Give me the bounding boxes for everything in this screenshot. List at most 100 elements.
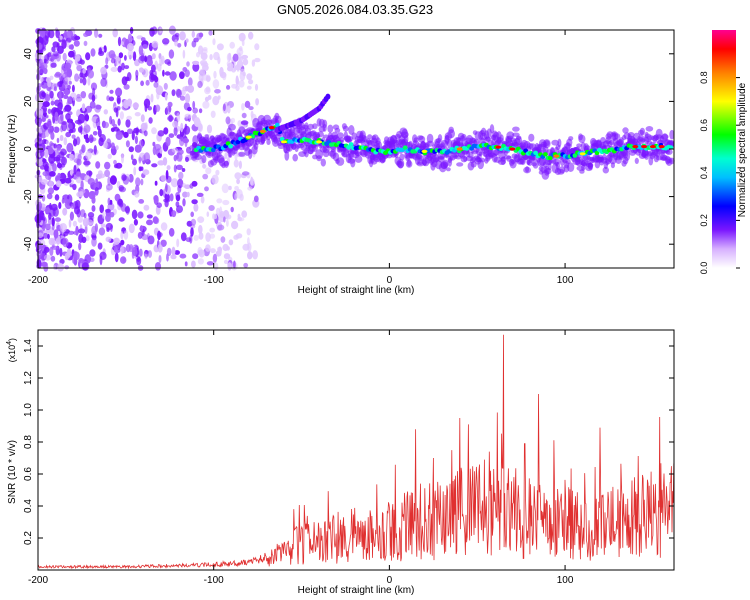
spectrogram-noise-blob — [229, 41, 235, 49]
spectrogram-noise-blob — [146, 219, 153, 226]
snr-x-tick-label: 100 — [557, 575, 574, 586]
spectrogram-noise-blob — [47, 52, 52, 58]
spectrogram-noise-blob — [208, 205, 215, 211]
spectrogram-hotspot — [259, 129, 266, 133]
spectrogram-noise-blob — [59, 134, 64, 142]
spectrogram-noise-blob — [204, 186, 209, 192]
spectrogram-noise-blob — [119, 202, 124, 208]
spectrogram-noise-blob — [138, 139, 144, 149]
spectrogram-ridge-halo — [669, 129, 675, 140]
spectrogram-noise-blob — [153, 81, 159, 88]
spectrogram-noise-blob — [83, 124, 91, 134]
spectrogram-noise-blob — [241, 54, 249, 60]
spectrogram-noise-blob — [64, 252, 70, 261]
spectrogram-noise-blob — [149, 27, 155, 37]
spectrogram-noise-blob — [93, 145, 97, 155]
spectrogram-noise-blob — [154, 262, 162, 271]
spectrogram-ridge-halo — [639, 138, 646, 143]
spectrogram-noise-blob — [250, 176, 254, 186]
spectrogram-noise-blob — [200, 195, 205, 204]
spectrogram-hotspot — [495, 145, 502, 149]
spectrogram-noise-blob — [193, 234, 199, 241]
spectrogram-noise-blob — [47, 233, 50, 240]
spectrogram-noise-blob — [154, 76, 159, 83]
spectrogram-noise-blob — [62, 237, 69, 248]
spectrogram-noise-blob — [59, 258, 65, 265]
spectrogram-noise-blob — [91, 94, 96, 103]
spectrogram-noise-blob — [76, 93, 81, 99]
spectrogram-ridge-halo — [312, 123, 318, 130]
spectrogram-noise-blob — [173, 126, 178, 136]
spectrogram-x-tick-label: 100 — [557, 275, 574, 286]
spectrogram-noise-blob — [73, 138, 78, 147]
spectrogram-noise-blob — [200, 60, 208, 66]
spectrogram-noise-blob — [56, 145, 62, 151]
spectrogram-noise-blob — [239, 68, 245, 75]
spectrogram-noise-blob — [100, 77, 108, 87]
spectrogram-ridge-halo — [543, 139, 551, 149]
colorbar-tick-label: 0.2 — [699, 214, 709, 227]
snr-x-label: Height of straight line (km) — [298, 585, 415, 596]
spectrogram-noise-blob — [54, 217, 62, 222]
spectrogram-ridge-halo — [194, 154, 203, 160]
spectrogram-noise-blob — [100, 223, 106, 228]
spectrogram-noise-blob — [191, 199, 198, 205]
spectrogram-ridge-core — [210, 147, 216, 153]
spectrogram-noise-blob — [113, 107, 118, 113]
spectrogram-noise-blob — [49, 246, 54, 256]
spectrogram-noise-blob — [176, 205, 183, 214]
spectrogram-noise-blob — [36, 250, 43, 258]
spectrogram-noise-blob — [164, 199, 169, 208]
spectrogram-noise-blob — [234, 172, 242, 180]
spectrogram-noise-blob — [68, 44, 74, 50]
spectrogram-noise-blob — [51, 46, 56, 53]
spectrogram-noise-blob — [62, 52, 67, 62]
snr-y-multiplier-exp: 4 — [6, 341, 13, 345]
spectrogram-ridge-halo — [228, 123, 236, 131]
spectrogram-noise-blob — [204, 87, 211, 95]
spectrogram-noise-blob — [191, 40, 197, 48]
spectrogram-ridge-halo — [275, 115, 282, 125]
spectrogram-noise-blob — [238, 160, 242, 169]
spectrogram-ridge-halo — [506, 131, 515, 140]
spectrogram-ridge-halo — [336, 157, 345, 166]
spectrogram-noise-blob — [162, 69, 165, 77]
spectrogram-noise-blob — [98, 50, 105, 57]
spectrogram-noise-blob — [146, 58, 153, 67]
spectrogram-hotspot — [245, 135, 252, 139]
spectrogram-noise-blob — [151, 127, 157, 135]
spectrogram-hotspot — [456, 147, 463, 151]
spectrogram-noise-blob — [217, 56, 221, 65]
spectrogram-noise-blob — [176, 238, 180, 248]
spectrogram-ridge-halo — [568, 136, 574, 141]
spectrogram-noise-blob — [99, 204, 104, 214]
spectrogram-noise-blob — [182, 183, 187, 188]
spectrogram-noise-blob — [53, 143, 57, 149]
spectrogram-ridge-core — [594, 150, 600, 156]
spectrogram-noise-blob — [74, 54, 81, 62]
spectrogram-noise-blob — [236, 60, 244, 68]
spectrogram-noise-blob — [66, 142, 74, 153]
spectrogram-noise-blob — [105, 214, 111, 222]
spectrogram-noise-blob — [84, 114, 90, 122]
spectrogram-noise-blob — [248, 79, 254, 85]
spectrogram-noise-blob — [206, 211, 210, 217]
spectrogram-noise-blob — [105, 57, 109, 65]
spectrogram-noise-blob — [76, 64, 83, 72]
spectrogram-noise-blob — [119, 111, 124, 120]
spectrogram-noise-blob — [238, 32, 246, 42]
spectrogram-noise-blob — [213, 214, 217, 219]
spectrogram-noise-blob — [235, 75, 239, 85]
snr-y-label: SNR (10 * v/v) — [7, 440, 18, 504]
spectrogram-noise-blob — [64, 76, 72, 82]
spectrogram-noise-blob — [88, 134, 94, 144]
spectrogram-hotspot — [632, 145, 639, 149]
spectrogram-noise-blob — [154, 180, 158, 186]
spectrogram-noise-blob — [196, 51, 200, 58]
spectrogram-noise-blob — [124, 55, 127, 61]
spectrogram-ridge-core — [572, 153, 578, 158]
spectrogram-noise-blob — [176, 152, 183, 162]
spectrogram-noise-blob — [71, 84, 75, 93]
spectrogram-noise-blob — [44, 165, 47, 171]
spectrogram-noise-blob — [184, 113, 192, 119]
